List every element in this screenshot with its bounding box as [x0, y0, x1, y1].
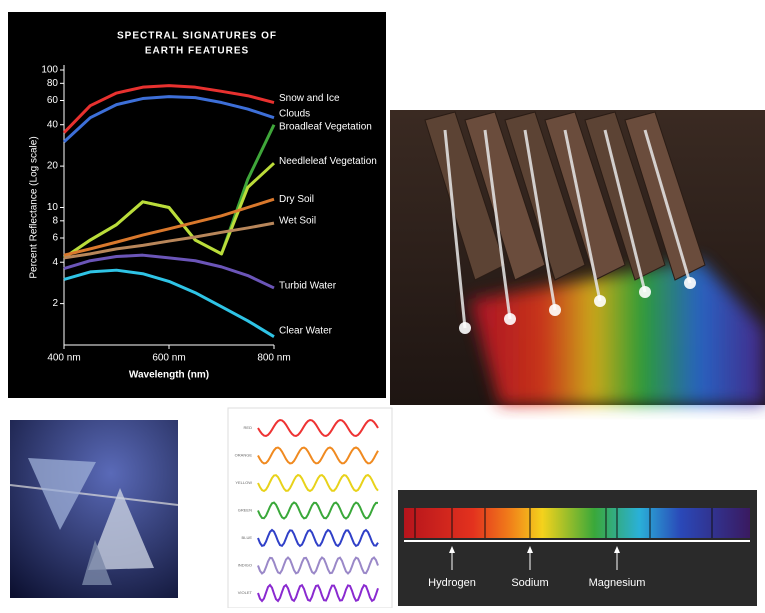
x-tick-label: 400 nm	[47, 353, 80, 364]
y-tick-label: 40	[47, 119, 59, 130]
wave-label: VIOLET	[238, 590, 253, 595]
series-label: Wet Soil	[279, 216, 316, 227]
x-tick-label: 600 nm	[152, 353, 185, 364]
wave-label: YELLOW	[235, 480, 252, 485]
chart-title: SPECTRAL SIGNATURES OF	[117, 31, 277, 42]
y-tick-label: 10	[47, 202, 59, 213]
collage: SPECTRAL SIGNATURES OF EARTH FEATURES 2 4 6 8…	[0, 0, 765, 608]
x-tick-label: 800 nm	[257, 353, 290, 364]
glass-bulb	[639, 286, 651, 298]
y-tick-label: 60	[47, 95, 59, 106]
chart-title: EARTH FEATURES	[145, 46, 249, 57]
glass-bulb	[684, 277, 696, 289]
series-label: Clear Water	[279, 325, 333, 336]
spectrum-bar	[404, 508, 750, 538]
series-label: Dry Soil	[279, 194, 314, 205]
wave-label: GREEN	[238, 508, 252, 513]
wave-label: ORANGE	[235, 453, 253, 458]
photo	[390, 110, 765, 405]
y-tick-label: 20	[47, 161, 59, 172]
glass-bulb	[504, 313, 516, 325]
series-label: Clouds	[279, 108, 310, 119]
wave-label: INDIGO	[238, 563, 252, 568]
spectrum-label: Magnesium	[589, 577, 646, 589]
series-label: Snow and Ice	[279, 93, 340, 104]
y-tick-label: 80	[47, 78, 59, 89]
series-label: Turbid Water	[279, 281, 337, 292]
y-tick-label: 8	[52, 215, 58, 226]
glass-bulb	[549, 304, 561, 316]
series-label: Broadleaf Vegetation	[279, 121, 372, 132]
glass-bulb	[459, 322, 471, 334]
x-axis-label: Wavelength (nm)	[129, 370, 209, 381]
prism-image	[10, 420, 178, 598]
chart-panel	[8, 12, 386, 398]
glass-bulb	[594, 295, 606, 307]
wave-label: RED	[244, 425, 253, 430]
spectrum-label: Sodium	[511, 577, 548, 589]
y-tick-label: 6	[52, 233, 58, 244]
y-tick-label: 2	[52, 298, 58, 309]
y-tick-label: 4	[52, 257, 58, 268]
y-tick-label: 100	[41, 65, 58, 76]
wave-label: BLUE	[242, 535, 253, 540]
page: SPECTRAL SIGNATURES OF EARTH FEATURES 2 4 6 8…	[0, 0, 765, 608]
spectrum-label: Hydrogen	[428, 577, 476, 589]
series-label: Needleleaf Vegetation	[279, 156, 377, 167]
y-axis-label: Percent Reflectance (Log scale)	[29, 136, 40, 278]
